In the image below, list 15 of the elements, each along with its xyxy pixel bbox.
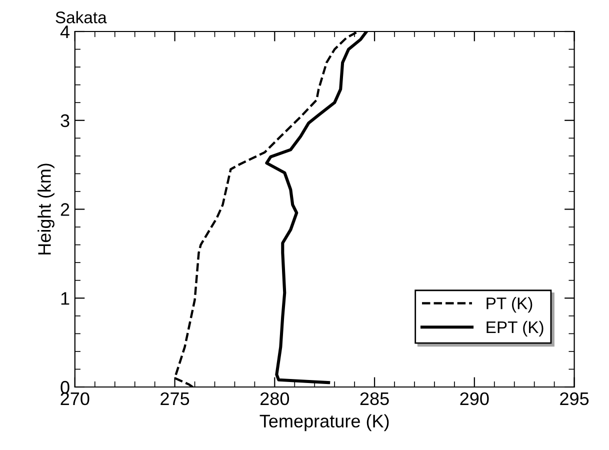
x-tick-label: 285 — [360, 392, 389, 406]
x-tick-label: 275 — [160, 392, 190, 406]
chart-title: Sakata — [56, 11, 107, 24]
x-tick-label: 270 — [60, 392, 90, 406]
y-tick-label: 4 — [60, 26, 70, 38]
y-axis-title: Height (km) — [38, 164, 54, 254]
x-axis-title: Temeprature (K) — [260, 414, 389, 432]
legend-label: PT (K) — [486, 297, 532, 313]
y-tick-label: 2 — [60, 203, 70, 216]
x-tick-label: 280 — [260, 392, 290, 406]
x-tick-label: 290 — [460, 392, 489, 406]
y-tick-label: 1 — [61, 292, 70, 305]
x-tick-label: 295 — [560, 392, 589, 406]
legend-label: EPT (K) — [486, 320, 544, 336]
y-tick-label: 3 — [60, 114, 70, 128]
